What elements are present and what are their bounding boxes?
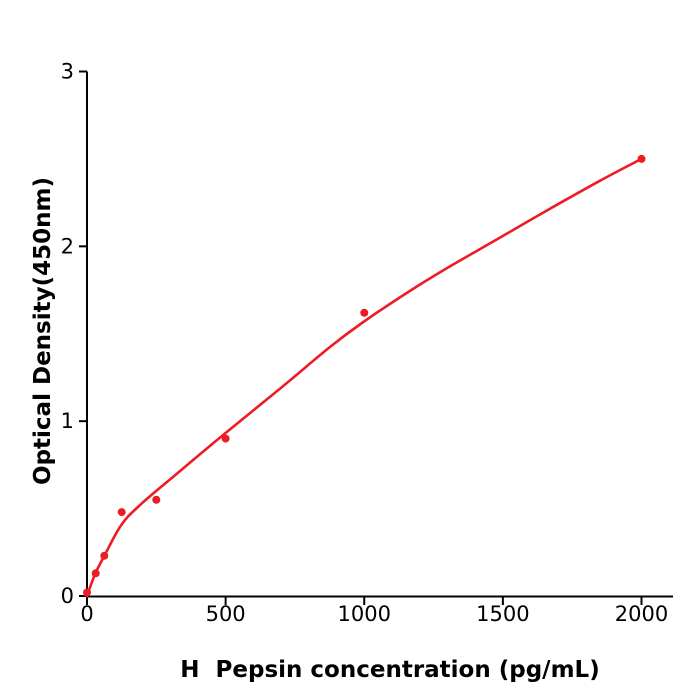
data-point [91, 569, 100, 578]
data-points [83, 154, 646, 597]
data-point [117, 508, 126, 517]
data-point [83, 588, 91, 597]
data-point [360, 308, 369, 317]
x-axis-label: H Pepsin concentration (pg/mL) [180, 657, 599, 683]
x-tick-label: 1000 [338, 602, 391, 626]
data-point [637, 154, 646, 163]
y-tick-label: 2 [61, 234, 74, 258]
y-axis-ticks: 0 1 2 3 [61, 60, 87, 608]
y-tick-label: 0 [61, 584, 74, 608]
fitted-curve-path [85, 156, 645, 598]
x-tick-label: 500 [206, 602, 246, 626]
x-tick-label: 2000 [615, 602, 668, 626]
data-point [152, 495, 161, 504]
axes [86, 71, 673, 598]
y-axis-label: Optical Density(450nm) [30, 177, 56, 485]
x-tick-label: 1500 [476, 602, 529, 626]
y-tick-label: 1 [61, 409, 74, 433]
x-tick-label: 0 [80, 602, 93, 626]
data-point [100, 551, 109, 560]
data-point [221, 434, 230, 443]
x-axis-ticks: 0 500 1000 1500 2000 [80, 597, 668, 626]
fitted-curve [85, 156, 645, 598]
y-tick-label: 3 [61, 60, 74, 84]
